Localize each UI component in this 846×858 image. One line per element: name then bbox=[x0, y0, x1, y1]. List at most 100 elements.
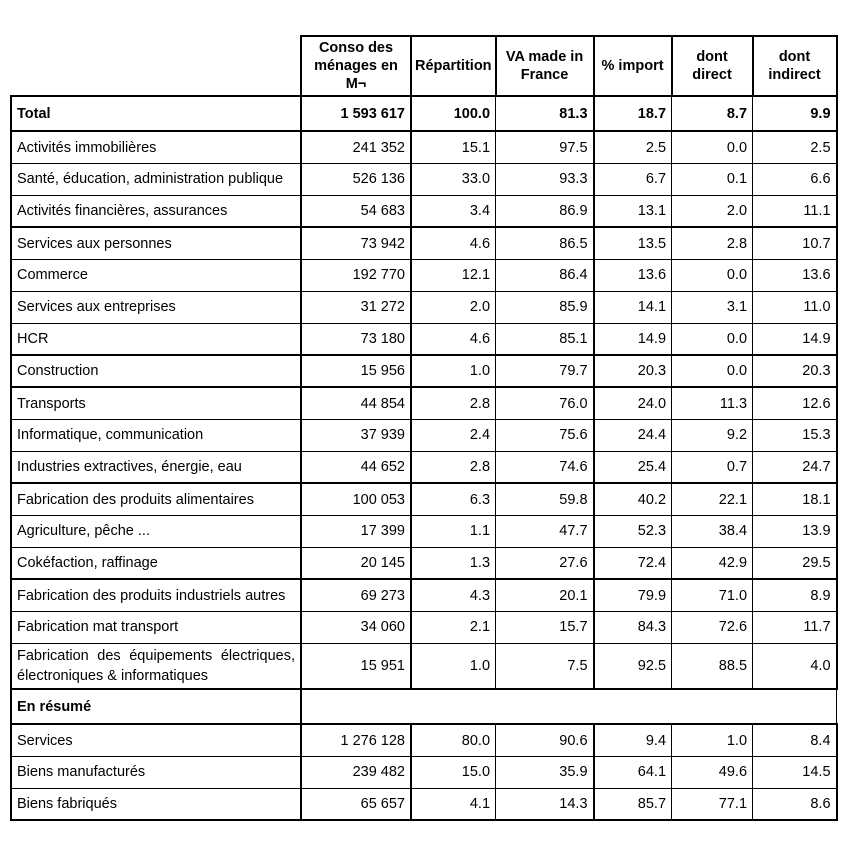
section-row: En résumé bbox=[10, 688, 838, 726]
value-cell: 1.0 bbox=[671, 723, 754, 757]
value-cell: 13.1 bbox=[592, 194, 673, 229]
value-cell: 20.1 bbox=[495, 578, 595, 612]
value-cell: 35.9 bbox=[495, 755, 595, 789]
table-row: Santé, éducation, administration publiqu… bbox=[10, 162, 838, 196]
value-cell: 14.9 bbox=[752, 322, 838, 357]
empty-section-cell bbox=[300, 688, 838, 726]
value-cell: 65 657 bbox=[300, 787, 412, 822]
row-label: Agriculture, pêche ... bbox=[10, 514, 302, 548]
value-cell: 0.0 bbox=[671, 322, 754, 357]
value-cell: 8.7 bbox=[671, 95, 754, 133]
value-cell: 86.9 bbox=[495, 194, 595, 229]
column-header-dont-direct: dont direct bbox=[670, 34, 754, 98]
value-cell: 64.1 bbox=[592, 755, 673, 789]
row-label: Total bbox=[10, 95, 302, 133]
value-cell: 1.1 bbox=[410, 514, 497, 548]
value-cell: 97.5 bbox=[495, 130, 595, 164]
value-cell: 18.1 bbox=[752, 482, 838, 516]
value-cell: 11.7 bbox=[752, 610, 838, 644]
value-cell: 9.4 bbox=[592, 723, 673, 757]
value-cell: 24.4 bbox=[592, 418, 673, 452]
row-label: Fabrication des produits alimentaires bbox=[10, 482, 302, 516]
value-cell: 79.9 bbox=[592, 578, 673, 612]
table-row: Cokéfaction, raffinage 20 145 1.3 27.6 72.4 4… bbox=[10, 546, 838, 581]
value-cell: 14.1 bbox=[592, 290, 673, 324]
row-label: Transports bbox=[10, 386, 302, 420]
table-row: Fabrication des produits industriels aut… bbox=[10, 578, 838, 612]
value-cell: 13.6 bbox=[752, 258, 838, 292]
value-cell: 1.0 bbox=[410, 642, 497, 691]
value-cell: 1 593 617 bbox=[300, 95, 412, 133]
table-row: Biens manufacturés 239 482 15.0 35.9 64.1 49.… bbox=[10, 755, 838, 789]
value-cell: 10.7 bbox=[752, 226, 838, 260]
value-cell: 13.5 bbox=[592, 226, 673, 260]
value-cell: 31 272 bbox=[300, 290, 412, 324]
value-cell: 52.3 bbox=[592, 514, 673, 548]
value-cell: 15.7 bbox=[495, 610, 595, 644]
value-cell: 2.5 bbox=[752, 130, 838, 164]
value-cell: 72.4 bbox=[592, 546, 673, 581]
value-cell: 13.6 bbox=[592, 258, 673, 292]
value-cell: 8.9 bbox=[752, 578, 838, 612]
value-cell: 69 273 bbox=[300, 578, 412, 612]
value-cell: 11.0 bbox=[752, 290, 838, 324]
value-cell: 0.0 bbox=[671, 258, 754, 292]
value-cell: 6.7 bbox=[592, 162, 673, 196]
value-cell: 42.9 bbox=[671, 546, 754, 581]
value-cell: 2.8 bbox=[410, 386, 497, 420]
value-cell: 85.1 bbox=[495, 322, 595, 357]
row-label: Fabrication des produits industriels aut… bbox=[10, 578, 302, 612]
table-row: Industries extractives, énergie, eau 44 6… bbox=[10, 450, 838, 485]
value-cell: 8.4 bbox=[752, 723, 838, 757]
value-cell: 2.0 bbox=[410, 290, 497, 324]
value-cell: 17 399 bbox=[300, 514, 412, 548]
value-cell: 88.5 bbox=[671, 642, 754, 691]
value-cell: 80.0 bbox=[410, 723, 497, 757]
value-cell: 4.6 bbox=[410, 322, 497, 357]
column-header-va-made-in-france: VA made in France bbox=[494, 34, 595, 98]
header-row: Conso des ménages en M¬ Répartition VA m… bbox=[11, 34, 838, 98]
value-cell: 2.0 bbox=[671, 194, 754, 229]
value-cell: 15.1 bbox=[410, 130, 497, 164]
value-cell: 7.5 bbox=[495, 642, 595, 691]
value-cell: 86.5 bbox=[495, 226, 595, 260]
value-cell: 4.1 bbox=[410, 787, 497, 822]
value-cell: 15 951 bbox=[300, 642, 412, 691]
table-row: Informatique, communication 37 939 2.4 75.6… bbox=[10, 418, 838, 452]
value-cell: 59.8 bbox=[495, 482, 595, 516]
value-cell: 192 770 bbox=[300, 258, 412, 292]
value-cell: 11.3 bbox=[671, 386, 754, 420]
table-row: Services 1 276 128 80.0 90.6 9.4 1.0 8.4 bbox=[10, 723, 838, 757]
value-cell: 0.0 bbox=[671, 130, 754, 164]
value-cell: 14.5 bbox=[752, 755, 838, 789]
value-cell: 0.0 bbox=[671, 354, 754, 389]
table-row: Fabrication mat transport 34 060 2.1 15.7 84… bbox=[10, 610, 838, 644]
value-cell: 38.4 bbox=[671, 514, 754, 548]
table-row: Services aux entreprises 31 272 2.0 85.9 14.… bbox=[10, 290, 838, 324]
value-cell: 2.8 bbox=[671, 226, 754, 260]
value-cell: 15.3 bbox=[752, 418, 838, 452]
value-cell: 92.5 bbox=[592, 642, 673, 691]
value-cell: 29.5 bbox=[752, 546, 838, 581]
table-row: Agriculture, pêche ... 17 399 1.1 47.7 52.3 3… bbox=[10, 514, 838, 548]
row-label: Construction bbox=[10, 354, 302, 389]
row-label: Cokéfaction, raffinage bbox=[10, 546, 302, 581]
value-cell: 2.5 bbox=[592, 130, 673, 164]
value-cell: 6.3 bbox=[410, 482, 497, 516]
value-cell: 100.0 bbox=[410, 95, 497, 133]
table-row: Fabrication des équipements électriques,… bbox=[10, 642, 838, 691]
value-cell: 72.6 bbox=[671, 610, 754, 644]
value-cell: 12.1 bbox=[410, 258, 497, 292]
value-cell: 27.6 bbox=[495, 546, 595, 581]
value-cell: 25.4 bbox=[592, 450, 673, 485]
value-cell: 526 136 bbox=[300, 162, 412, 196]
corner-cell bbox=[11, 36, 301, 97]
value-cell: 8.6 bbox=[752, 787, 838, 822]
table-row: Commerce 192 770 12.1 86.4 13.6 0.0 13.6 bbox=[10, 258, 838, 292]
value-cell: 47.7 bbox=[495, 514, 595, 548]
value-cell: 76.0 bbox=[495, 386, 595, 420]
value-cell: 22.1 bbox=[671, 482, 754, 516]
value-cell: 2.8 bbox=[410, 450, 497, 485]
column-header-dont-indirect: dont indirect bbox=[751, 34, 838, 98]
value-cell: 81.3 bbox=[495, 95, 595, 133]
